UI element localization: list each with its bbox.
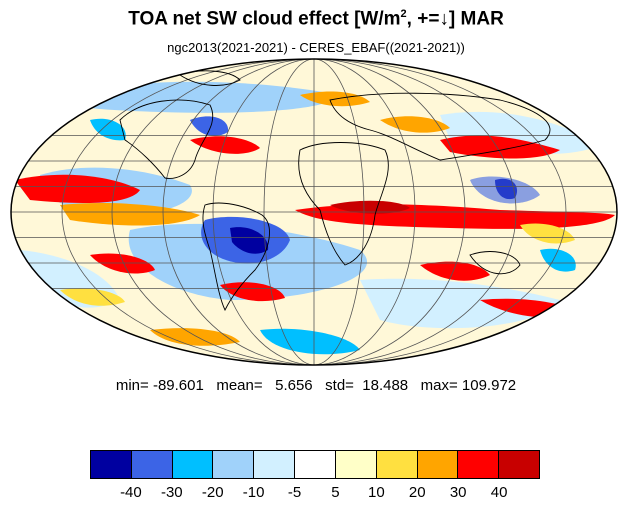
colorbar-tick-label: -20 xyxy=(201,484,224,501)
colorbar-tick-label: -5 xyxy=(287,484,302,501)
colorbar-swatch xyxy=(295,451,336,478)
mollweide-map xyxy=(10,58,618,366)
colorbar-labels: -40 -30 -20 -10 -5 5 10 20 30 40 xyxy=(0,484,632,504)
colorbar-swatch xyxy=(499,451,539,478)
colorbar-tick-label: 20 xyxy=(408,484,426,501)
colorbar-tick-label: 40 xyxy=(490,484,508,501)
map-title: TOA net SW cloud effect [W/m2, +=↓] MAR xyxy=(128,8,504,30)
colorbar-tick-label: 5 xyxy=(331,484,340,501)
colorbar-swatch xyxy=(417,451,459,478)
colorbar-tick-label: -30 xyxy=(160,484,183,501)
colorbar xyxy=(90,450,540,479)
globe-outline xyxy=(10,58,618,366)
colorbar-tick-label: 10 xyxy=(368,484,385,501)
statistics-text: min= -89.601 mean= 5.656 std= 18.488 max… xyxy=(115,377,517,394)
colorbar-swatch xyxy=(254,451,296,478)
colorbar-swatch xyxy=(335,451,377,478)
cloud-effect-field xyxy=(11,59,617,365)
colorbar-swatch xyxy=(91,451,132,478)
coastlines xyxy=(119,70,551,312)
colorbar-swatch xyxy=(458,451,500,478)
colorbar-swatch xyxy=(213,451,255,478)
graticule xyxy=(11,59,617,365)
colorbar-swatch xyxy=(376,451,418,478)
colorbar-swatch xyxy=(131,451,173,478)
colorbar-swatch xyxy=(172,451,214,478)
colorbar-tick-label: -40 xyxy=(120,484,142,501)
map-subtitle: ngc2013(2021-2021) - CERES_EBAF((2021-20… xyxy=(167,40,465,55)
colorbar-tick-label: 30 xyxy=(449,484,467,501)
colorbar-tick-label: -10 xyxy=(242,484,265,501)
